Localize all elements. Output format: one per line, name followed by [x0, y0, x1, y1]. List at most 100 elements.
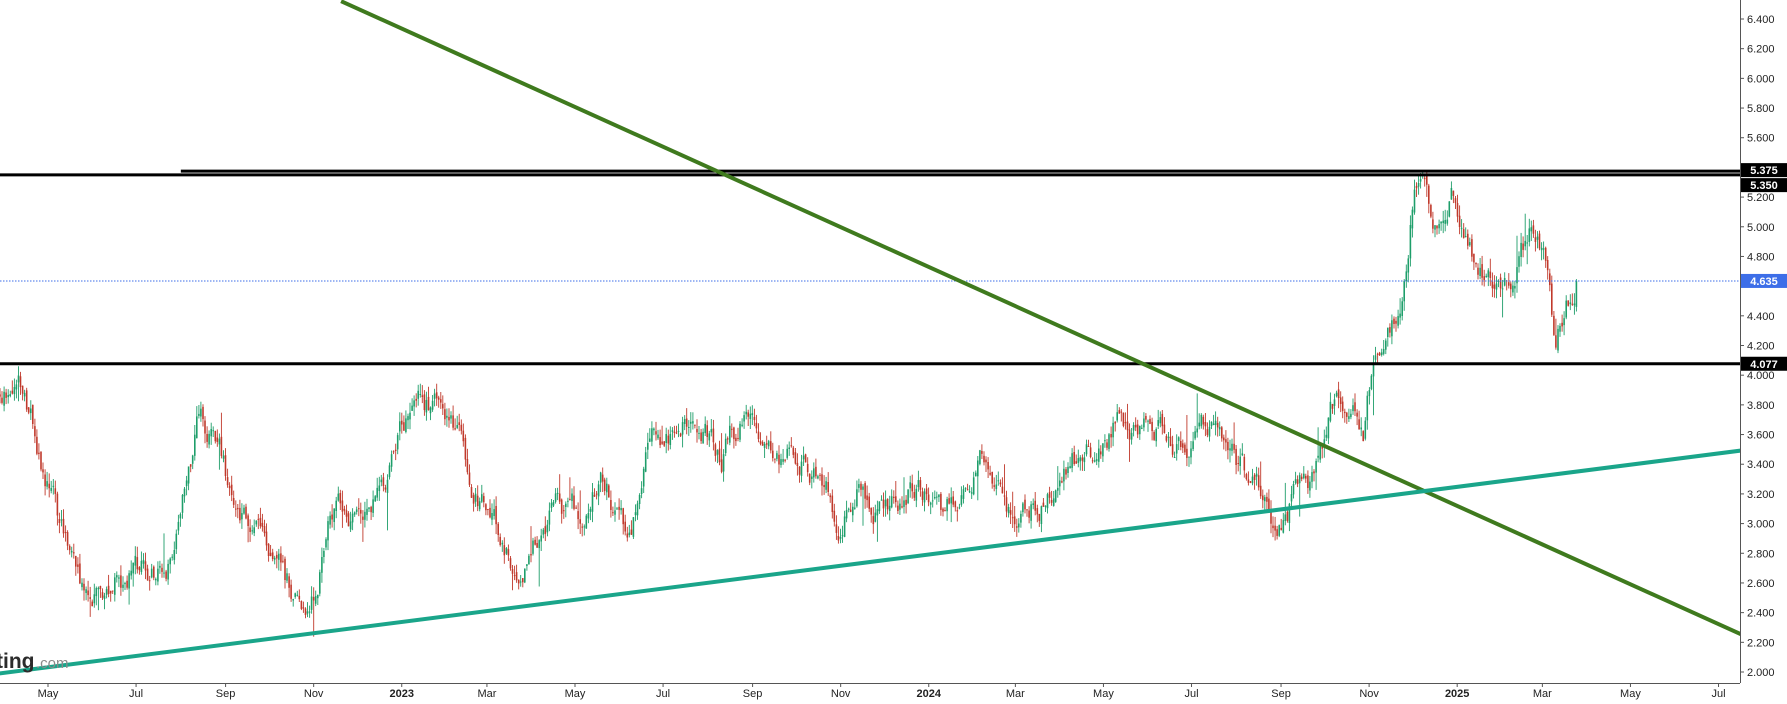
- candle-body: [1128, 429, 1131, 440]
- candle-body: [1200, 414, 1203, 427]
- candle-body: [587, 513, 590, 519]
- candle-body: [1114, 422, 1116, 424]
- candle-body: [456, 425, 458, 428]
- candle-body: [1290, 494, 1293, 502]
- x-tick-label: May: [1620, 688, 1641, 700]
- candle-body: [321, 557, 323, 573]
- y-tick-label: 2.200: [1747, 637, 1775, 649]
- candle-body: [657, 434, 659, 439]
- candle-body: [388, 465, 391, 478]
- candle-body: [392, 451, 395, 453]
- candle-body: [886, 498, 889, 510]
- price-tag-label: 4.077: [1750, 359, 1778, 371]
- candle-body: [823, 485, 825, 488]
- candle-body: [1462, 229, 1465, 238]
- candle-body: [962, 489, 965, 499]
- candle-body: [187, 466, 190, 484]
- candle-body: [1442, 220, 1444, 223]
- candle-body: [993, 485, 995, 487]
- candle-body: [1210, 421, 1213, 427]
- candle-body: [179, 514, 182, 519]
- candle-body: [513, 575, 516, 577]
- candle-body: [530, 554, 532, 556]
- candle-body: [99, 586, 102, 590]
- candle-body: [614, 510, 616, 515]
- candle-body: [77, 564, 79, 567]
- candle-body: [813, 468, 815, 478]
- candle-body: [97, 587, 100, 590]
- candle-body: [825, 481, 827, 490]
- x-tick-label: 2024: [916, 688, 941, 700]
- y-tick-label: 2.000: [1747, 667, 1775, 679]
- candle-body: [854, 507, 856, 509]
- candle-body: [1061, 481, 1063, 483]
- candle-body: [161, 567, 163, 572]
- candle-body: [413, 400, 415, 407]
- candle-body: [60, 519, 63, 521]
- candle-body: [1139, 425, 1141, 435]
- candle-body: [1333, 399, 1336, 406]
- candle-body: [1286, 511, 1289, 521]
- candle-body: [1530, 227, 1533, 232]
- candle-body: [1028, 510, 1030, 518]
- candle-body: [1323, 439, 1326, 448]
- candle-body: [1054, 490, 1057, 502]
- candle-body: [665, 434, 667, 443]
- candle-body: [224, 455, 227, 477]
- candle-body: [595, 493, 598, 495]
- candle-body: [1339, 397, 1342, 404]
- candle-body: [1280, 527, 1282, 530]
- candle-body: [778, 454, 780, 465]
- candle-body: [487, 509, 489, 510]
- candle-body: [761, 442, 764, 446]
- candle-body: [105, 589, 108, 595]
- candle-body: [1567, 300, 1569, 306]
- candle-body: [1549, 273, 1551, 286]
- candle-body: [755, 422, 758, 429]
- candle-body: [181, 495, 184, 513]
- candle-body: [7, 395, 9, 398]
- candle-body: [399, 421, 401, 432]
- candle-body: [1011, 517, 1014, 519]
- candle-body: [1403, 280, 1405, 302]
- candle-body: [841, 535, 844, 537]
- y-tick-label: 3.600: [1747, 430, 1775, 442]
- candle-body: [1188, 456, 1190, 458]
- candle-body: [319, 572, 321, 594]
- candle-body: [452, 415, 454, 428]
- candle-body: [5, 392, 7, 398]
- y-tick-label: 3.200: [1747, 489, 1775, 501]
- candle-body: [741, 424, 743, 426]
- candle-body: [454, 428, 456, 430]
- candle-body: [407, 416, 409, 421]
- candle-body: [1378, 352, 1381, 356]
- drawn-lines: [0, 0, 1787, 676]
- candle-body: [774, 458, 776, 460]
- candle-body: [1575, 280, 1578, 307]
- candle-body: [32, 405, 34, 424]
- x-tick-label: Jul: [1711, 688, 1725, 700]
- candle-body: [255, 520, 258, 525]
- candle-body: [1514, 286, 1516, 289]
- candle-body: [1085, 444, 1088, 455]
- x-tick-label: Sep: [743, 688, 763, 700]
- candle-body: [351, 513, 354, 523]
- candle-body: [1315, 461, 1317, 473]
- candle-body: [261, 522, 264, 527]
- y-tick-label: 4.800: [1747, 251, 1775, 263]
- candle-body: [1157, 420, 1159, 426]
- candle-body: [509, 558, 512, 569]
- candle-body: [1446, 219, 1449, 224]
- candle-body: [1069, 466, 1071, 469]
- candle-body: [73, 552, 75, 554]
- candle-body: [683, 419, 686, 424]
- candle-body: [866, 495, 868, 501]
- candle-body: [235, 508, 237, 510]
- y-tick-label: 2.600: [1747, 578, 1775, 590]
- candle-body: [474, 493, 477, 502]
- candle-body: [909, 482, 911, 489]
- candle-body: [1563, 318, 1565, 326]
- candle-body: [1354, 402, 1356, 412]
- candle-body: [314, 596, 317, 604]
- candle-body: [79, 563, 81, 584]
